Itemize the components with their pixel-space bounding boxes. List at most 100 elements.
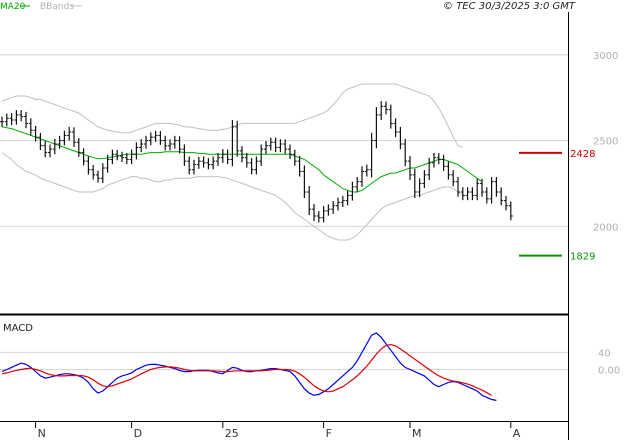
price-bar xyxy=(360,166,364,187)
price-bar xyxy=(105,154,110,173)
price-bar xyxy=(393,118,398,138)
price-bar xyxy=(110,149,115,165)
price-bar xyxy=(336,197,340,211)
price-bar xyxy=(254,156,259,175)
price-bar xyxy=(302,165,307,198)
price-bar xyxy=(504,195,508,211)
price-bar xyxy=(38,132,43,150)
price-bar xyxy=(4,113,9,127)
price-bar xyxy=(297,156,302,177)
price-bar xyxy=(489,177,494,204)
price-bar xyxy=(172,135,177,149)
price-bar xyxy=(43,141,48,158)
price-bar xyxy=(316,211,321,223)
price-bar xyxy=(321,206,326,223)
price-bar xyxy=(422,170,427,189)
signal-line xyxy=(1,343,492,396)
price-bar xyxy=(408,156,412,180)
price-bar xyxy=(508,201,513,221)
y-tick-label: 2000 xyxy=(593,222,618,233)
price-bar xyxy=(216,153,220,166)
price-bar xyxy=(244,153,249,168)
price-bar xyxy=(48,144,52,158)
x-tick-label: N xyxy=(38,427,46,440)
price-bar xyxy=(158,131,163,145)
price-bar xyxy=(168,139,172,151)
price-bar xyxy=(264,141,268,154)
price-levels: 2428 1829 xyxy=(519,149,595,263)
price-bar xyxy=(432,153,436,168)
price-bar xyxy=(86,156,91,175)
price-bar xyxy=(177,136,182,154)
price-bar xyxy=(355,177,360,192)
price-bar xyxy=(326,204,331,216)
price-bar xyxy=(96,170,100,183)
price-bar xyxy=(33,126,38,142)
price-bar xyxy=(340,195,345,207)
price-bar xyxy=(441,154,446,171)
price-bar xyxy=(427,157,432,180)
price-bar xyxy=(417,178,422,198)
price-bar xyxy=(446,161,451,180)
y-tick-label: 3000 xyxy=(593,51,618,62)
price-bar xyxy=(14,110,19,125)
price-bar xyxy=(196,156,201,169)
x-tick-label: D xyxy=(134,427,142,440)
price-bar xyxy=(494,177,499,197)
price-bar xyxy=(249,158,254,175)
macd-y-tick-label: 0.00 xyxy=(598,366,620,377)
price-bar xyxy=(364,164,369,177)
x-tick-label: A xyxy=(513,427,521,440)
price-bar xyxy=(499,187,504,206)
price-bar xyxy=(225,149,230,165)
price-bar xyxy=(268,137,273,151)
x-axis-labels: N D 25 F M A xyxy=(35,421,521,440)
price-bar xyxy=(124,153,129,165)
price-bar xyxy=(312,204,316,222)
price-bar xyxy=(100,163,105,183)
price-bar xyxy=(379,101,384,120)
price-bar xyxy=(345,190,350,206)
price-bar xyxy=(480,178,484,197)
price-bar xyxy=(24,111,28,129)
price-bar xyxy=(292,149,297,166)
price-bar xyxy=(436,153,441,165)
price-bar xyxy=(81,148,86,166)
x-tick-label: F xyxy=(326,427,332,440)
price-bar xyxy=(182,144,187,166)
price-bar xyxy=(235,120,240,157)
price-bar xyxy=(201,156,206,168)
price-bar xyxy=(139,139,144,153)
price-bars xyxy=(0,101,513,223)
x-tick-label: M xyxy=(412,427,422,440)
price-bar xyxy=(129,149,134,165)
copyright: © TEC 30/3/2025 3:0 GMT xyxy=(443,1,576,12)
price-bar xyxy=(230,120,235,167)
price-bar xyxy=(52,138,57,155)
price-bar xyxy=(374,107,379,149)
price-bar xyxy=(148,132,153,146)
price-bar xyxy=(115,150,120,161)
price-gridlines xyxy=(0,54,568,227)
price-bar xyxy=(192,159,196,175)
y-axis-labels: 3000 2500 2000 40 0.00 xyxy=(593,51,620,377)
ma-legend-label: MA20 xyxy=(0,2,26,12)
price-bar xyxy=(388,104,393,129)
macd-lines xyxy=(1,332,497,401)
macd-y-tick-label: 40 xyxy=(598,348,611,359)
price-bar xyxy=(470,187,475,201)
price-bar xyxy=(72,127,76,147)
macd-line xyxy=(1,332,497,401)
price-bar xyxy=(144,135,148,149)
legend: MA20 BBands xyxy=(0,2,82,12)
support-label: 1829 xyxy=(570,252,595,263)
price-bar xyxy=(369,132,374,178)
price-bar xyxy=(283,139,288,154)
price-bar xyxy=(412,168,417,198)
price-bar xyxy=(163,135,168,151)
price-bar xyxy=(153,130,158,142)
price-bar xyxy=(67,126,72,141)
price-bar xyxy=(62,130,67,146)
price-bar xyxy=(403,138,408,167)
